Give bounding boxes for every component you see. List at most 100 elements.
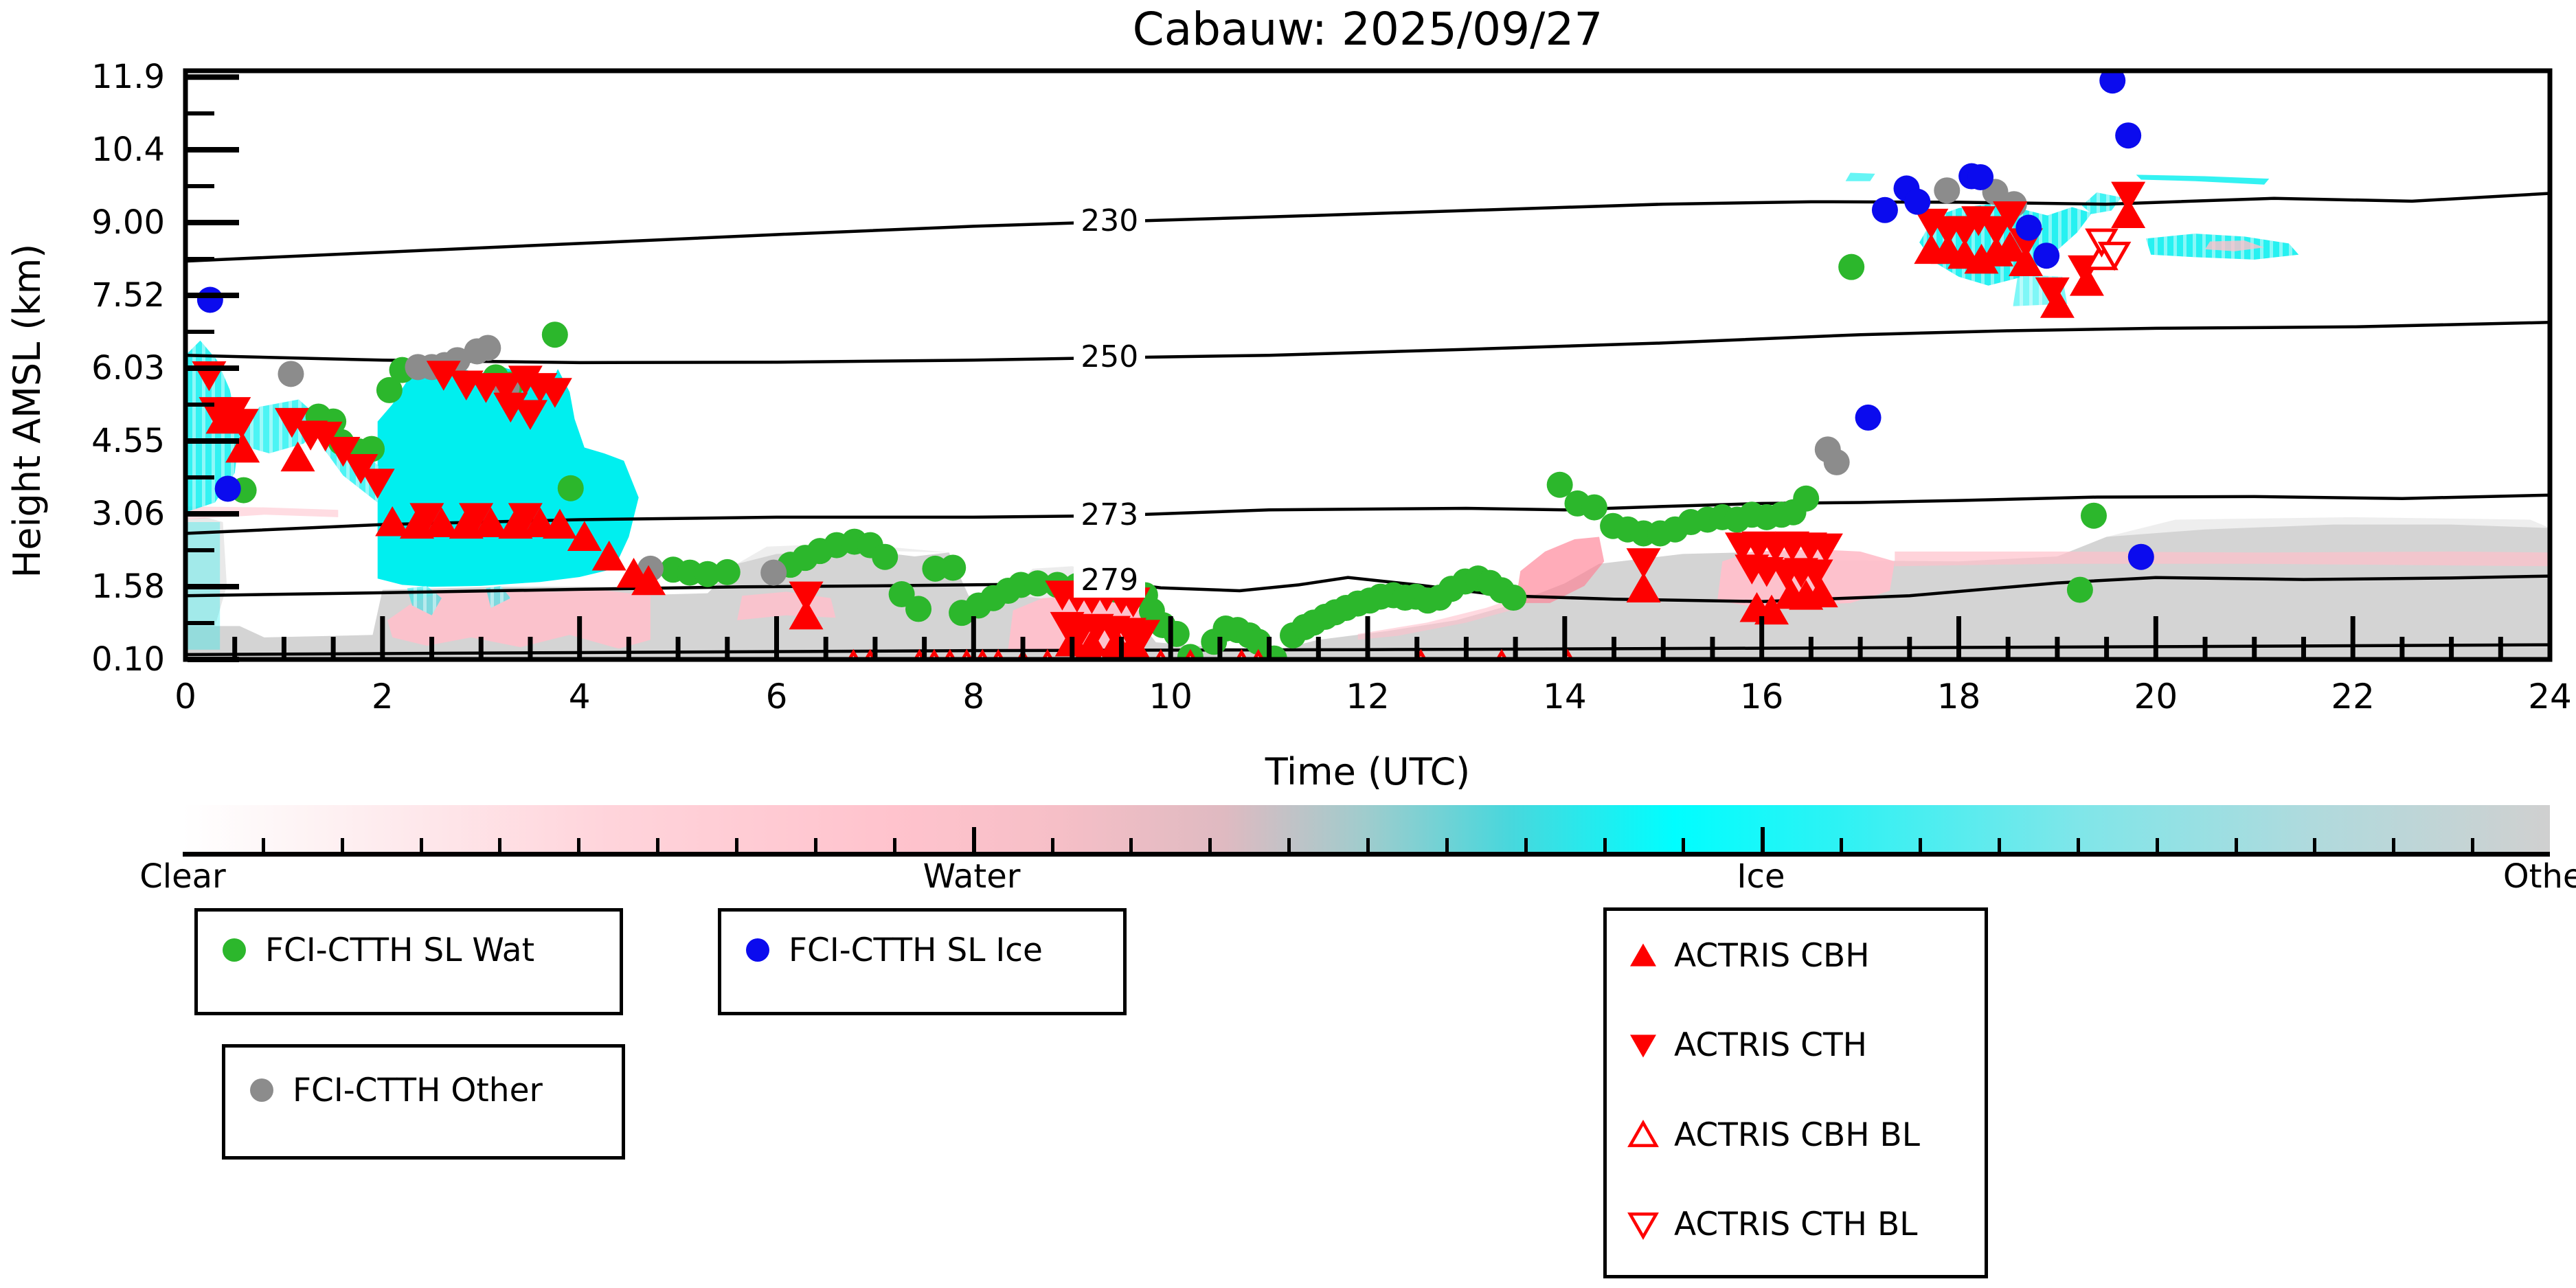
data-point: [2035, 277, 2070, 308]
contour-label-230: 230: [1074, 203, 1146, 238]
data-point: [508, 503, 543, 533]
colorbar-minor-tick: [340, 838, 344, 852]
data-point: [376, 376, 403, 403]
data-point: [872, 543, 899, 570]
data-point: [1024, 570, 1051, 597]
colorbar: [183, 805, 2550, 857]
x-tick-label: 12: [1346, 677, 1390, 716]
x-tick-label: 22: [2331, 677, 2375, 716]
dot-legend-icon: [223, 938, 246, 962]
data-point: [1871, 196, 1898, 223]
bg-region-water: [1357, 599, 1511, 640]
legend-item-label: ACTRIS CBH BL: [1674, 1116, 1920, 1154]
colorbar-minor-tick: [1682, 838, 1686, 852]
data-point: [1967, 163, 1994, 190]
data-point: [473, 507, 508, 537]
data-point: [2015, 214, 2042, 241]
legend-item: ACTRIS CTH: [1607, 1026, 1985, 1064]
colorbar-minor-tick: [1840, 838, 1844, 852]
legend-marker: [250, 1078, 273, 1102]
series-fci-ctth-sl-ice: [196, 71, 2154, 570]
y-tick-label: 0.10: [91, 640, 165, 679]
isotherm-contour-230: [185, 192, 2550, 263]
colorbar-label-other: Other: [2502, 857, 2576, 896]
data-point: [278, 361, 304, 387]
legend-marker: [1630, 943, 1656, 967]
data-point: [1626, 572, 1661, 602]
data-point: [1626, 548, 1661, 578]
data-point: [1978, 216, 2013, 247]
colorbar-minor-tick: [2076, 838, 2080, 852]
legend-fci-other: FCI-CTTH Other: [222, 1044, 625, 1160]
data-point: [2097, 241, 2132, 271]
legend-item-label: ACTRIS CTH: [1674, 1026, 1868, 1065]
data-point: [2127, 543, 2154, 570]
y-tick-label: 3.06: [91, 495, 165, 534]
bg-region-water: [1895, 551, 2550, 567]
data-point: [789, 581, 824, 612]
series-actris-cth: [192, 181, 2146, 650]
axes-frame: [183, 68, 2553, 662]
legend-item: ACTRIS CBH: [1607, 937, 1985, 975]
colorbar-minor-tick: [2392, 838, 2396, 852]
data-point: [2099, 71, 2126, 94]
legend-marker: [1630, 1035, 1656, 1058]
data-point: [905, 596, 932, 622]
data-point: [1904, 188, 1931, 215]
data-point: [1245, 629, 1272, 655]
x-tick-label: 6: [765, 677, 788, 716]
data-point: [326, 436, 361, 467]
data-point: [498, 508, 533, 539]
colorbar-minor-tick: [1445, 838, 1449, 852]
data-point: [360, 468, 395, 499]
data-point: [2115, 122, 2142, 149]
data-point: [541, 321, 568, 348]
x-axis-label: Time (UTC): [1265, 750, 1471, 793]
colorbar-minor-tick: [735, 838, 739, 852]
data-point: [1163, 620, 1190, 647]
data-point: [475, 335, 501, 361]
data-point: [1116, 629, 1151, 659]
data-point: [789, 599, 824, 630]
y-tick-label: 1.58: [91, 567, 165, 606]
data-point: [1993, 231, 2028, 262]
data-point: [1126, 620, 1161, 650]
colorbar-minor-tick: [419, 838, 423, 852]
x-tick-label: 14: [1543, 677, 1587, 716]
data-point: [694, 561, 721, 587]
bg-region-other: [2106, 517, 2550, 537]
data-point: [512, 400, 547, 430]
data-point: [400, 508, 435, 539]
colorbar-minor-tick: [1129, 838, 1133, 852]
data-point: [274, 407, 309, 438]
series-actris-cth-bl: [2085, 228, 2132, 271]
bg-region-streakred: [1515, 536, 1605, 603]
dot-legend-icon: [250, 1078, 273, 1102]
colorbar-minor-tick: [261, 838, 265, 852]
data-point: [2040, 288, 2075, 318]
bg-region-other: [187, 517, 227, 626]
colorbar-major-tick: [1761, 827, 1765, 852]
colorbar-minor-tick: [656, 838, 660, 852]
data-point: [714, 558, 741, 585]
colorbar-minor-tick: [1603, 838, 1607, 852]
data-point: [888, 581, 915, 608]
data-point: [280, 441, 315, 472]
x-tick-label: 8: [962, 677, 985, 716]
legend-item-label: FCI-CTTH SL Wat: [265, 931, 535, 969]
data-point: [2033, 242, 2060, 269]
chart-title: Cabauw: 2025/09/27: [1132, 3, 1603, 56]
y-tick-label: 10.4: [91, 130, 165, 169]
isotherm-contour-279: [185, 574, 2550, 603]
legend-item: FCI-CTTH SL Ice: [721, 931, 1123, 969]
legend-item-label: ACTRIS CBH: [1674, 936, 1870, 975]
data-point: [2080, 502, 2107, 529]
colorbar-major-tick: [971, 827, 976, 852]
data-point: [409, 503, 444, 533]
legend-fci-ice: FCI-CTTH SL Ice: [718, 908, 1127, 1015]
data-point: [1823, 449, 1850, 475]
colorbar-minor-tick: [2155, 838, 2159, 852]
colorbar-minor-tick: [892, 838, 896, 852]
y-tick-label: 7.52: [91, 275, 165, 315]
data-point: [2066, 576, 2093, 603]
